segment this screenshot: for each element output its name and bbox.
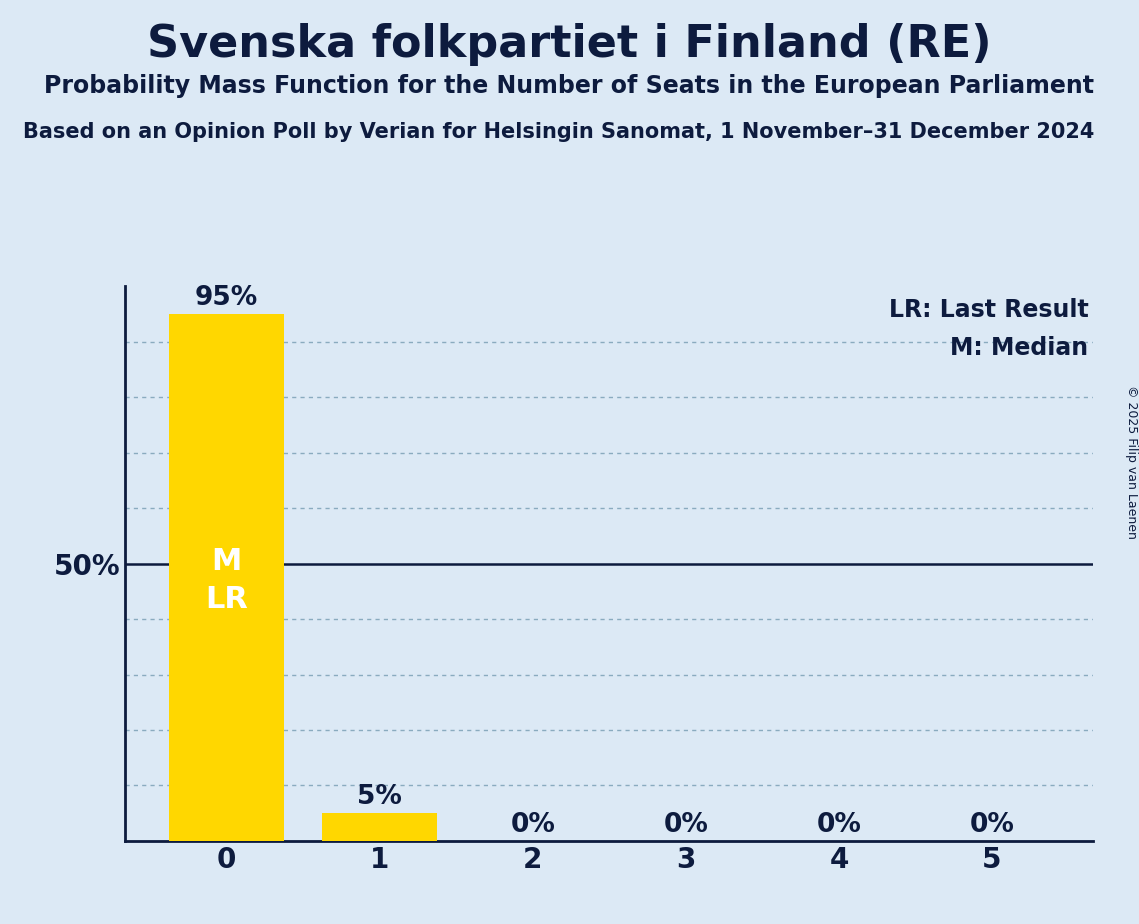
Text: Svenska folkpartiet i Finland (RE): Svenska folkpartiet i Finland (RE): [147, 23, 992, 67]
Text: 0%: 0%: [969, 812, 1015, 838]
Bar: [170, 314, 284, 841]
Text: 0%: 0%: [663, 812, 708, 838]
Text: 0%: 0%: [817, 812, 861, 838]
Text: M
LR: M LR: [205, 547, 248, 614]
Text: Probability Mass Function for the Number of Seats in the European Parliament: Probability Mass Function for the Number…: [44, 74, 1095, 98]
Text: Based on an Opinion Poll by Verian for Helsingin Sanomat, 1 November–31 December: Based on an Opinion Poll by Verian for H…: [23, 122, 1095, 142]
Text: 5%: 5%: [358, 784, 402, 810]
Text: 0%: 0%: [510, 812, 556, 838]
Bar: [322, 813, 437, 841]
Text: © 2025 Filip van Laenen: © 2025 Filip van Laenen: [1124, 385, 1138, 539]
Text: 95%: 95%: [195, 286, 259, 311]
Text: LR: Last Result: LR: Last Result: [888, 298, 1089, 322]
Text: M: Median: M: Median: [950, 336, 1089, 360]
